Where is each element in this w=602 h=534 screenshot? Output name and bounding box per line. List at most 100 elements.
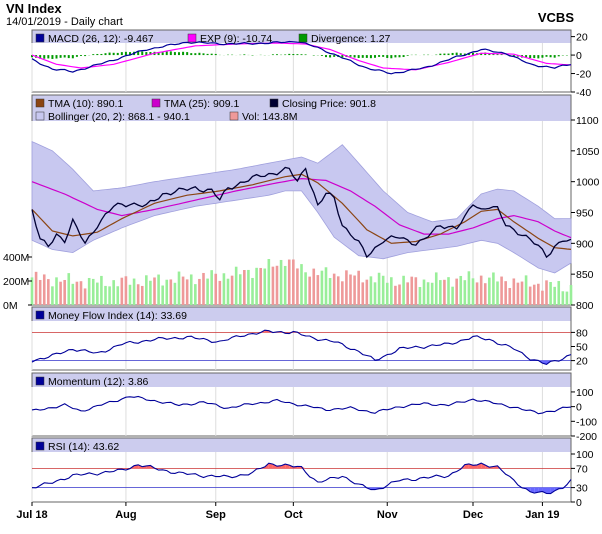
volume-bar [516,282,520,305]
volume-bar [210,270,213,305]
volume-bar [198,278,201,305]
volume-bar [206,278,209,305]
volume-bar [512,278,516,305]
volume-bar [153,277,156,305]
rsi-oversold-area [550,487,555,494]
volume-bar [475,282,479,305]
volume-bar [108,286,111,305]
x-tick-label: Sep [206,509,226,521]
rsi-tick-label: 30 [576,483,588,495]
mfi-tick-label: 80 [576,327,588,339]
volume-bar [234,266,238,305]
mfi-oversold-area [542,360,547,365]
momentum-tick-label: 100 [576,387,594,399]
volume-bar [42,274,46,305]
volume-bar [255,267,258,305]
volume-bar [328,278,332,305]
volume-bar [165,279,169,305]
macd-legend-swatch [35,33,45,43]
volume-bar [296,268,299,305]
volume-bar [67,273,71,305]
volume-tick-label: 200M [3,276,29,288]
volume-bar [226,278,230,305]
volume-bar [439,280,442,305]
volume-bar [483,283,487,305]
volume-bar [537,283,540,305]
volume-bar [377,272,381,305]
volume-bar [157,274,160,305]
volume-bar [71,283,75,305]
volume-bar [100,275,103,305]
volume-bar [394,285,397,305]
volume-bar [218,280,222,305]
volume-bar [365,279,369,305]
rsi-oversold-area [546,487,551,494]
price-tick-label: 950 [576,208,594,220]
x-tick-label: Oct [284,509,303,521]
x-tick-label: Dec [463,509,483,521]
rsi-overbought-area [281,464,286,469]
price-tick-label: 1100 [576,115,599,127]
mfi-legend-label: Money Flow Index (14): 33.69 [48,310,187,322]
volume-bar [557,281,561,305]
macd-tick-label: -20 [576,69,591,81]
volume-bar [459,275,463,305]
volume-bar [426,282,430,305]
mfi-tick-label: 50 [576,342,588,354]
volume-bar [369,276,373,305]
volume-bar [402,275,405,305]
volume-bar [341,281,344,305]
volume-bar [565,291,569,305]
volume-bar [532,284,536,305]
volume-bar [434,272,438,305]
volume-bar [414,277,418,305]
price-legend-swatch [151,98,161,108]
momentum-line [31,395,572,415]
macd-legend-label: EXP (9): -10.74 [200,33,272,45]
volume-bar [112,280,115,305]
volume-bar [398,284,401,305]
volume-bar [406,282,409,305]
volume-bar [410,276,414,305]
volume-bar [247,269,250,305]
volume-bar [332,273,336,305]
volume-bar [181,276,185,305]
volume-bar [230,275,234,305]
volume-bar [463,280,467,305]
momentum-legend-swatch [35,376,45,386]
price-tick-label: 1000 [576,177,600,189]
volume-bar [83,288,87,305]
volume-bar [308,276,311,305]
mfi-legend-band [32,307,571,321]
volume-bar [336,276,340,305]
volume-bar [79,281,83,305]
volume-bar [279,259,283,305]
volume-bar [349,274,352,305]
volume-bar [373,282,377,305]
macd-legend-label: MACD (26, 12): -9.467 [48,33,154,45]
volume-bar [104,285,107,305]
volume-bar [185,279,189,305]
rsi-tick-label: 0 [576,497,582,509]
closing-price-line [31,166,572,259]
rsi-line [31,462,572,495]
volume-bar [87,277,91,305]
volume-bar [479,275,483,305]
volume-bar [467,271,471,305]
volume-bar [91,278,95,305]
volume-bar [128,284,132,305]
volume-bar [238,274,242,305]
volume-bar [222,273,226,305]
volume-bar [124,276,128,305]
volume-bar [271,266,275,305]
volume-bar [300,264,303,305]
rsi-overbought-area [481,463,486,469]
momentum-legend-label: Momentum (12): 3.86 [48,376,149,388]
volume-bar [492,272,495,305]
volume-bar [47,279,50,305]
volume-tick-label: 0M [3,300,18,312]
volume-bar [488,277,491,305]
price-legend-label: Vol: 143.8M [242,111,297,123]
rsi-legend-label: RSI (14): 43.62 [48,441,119,453]
macd-line [31,40,572,75]
